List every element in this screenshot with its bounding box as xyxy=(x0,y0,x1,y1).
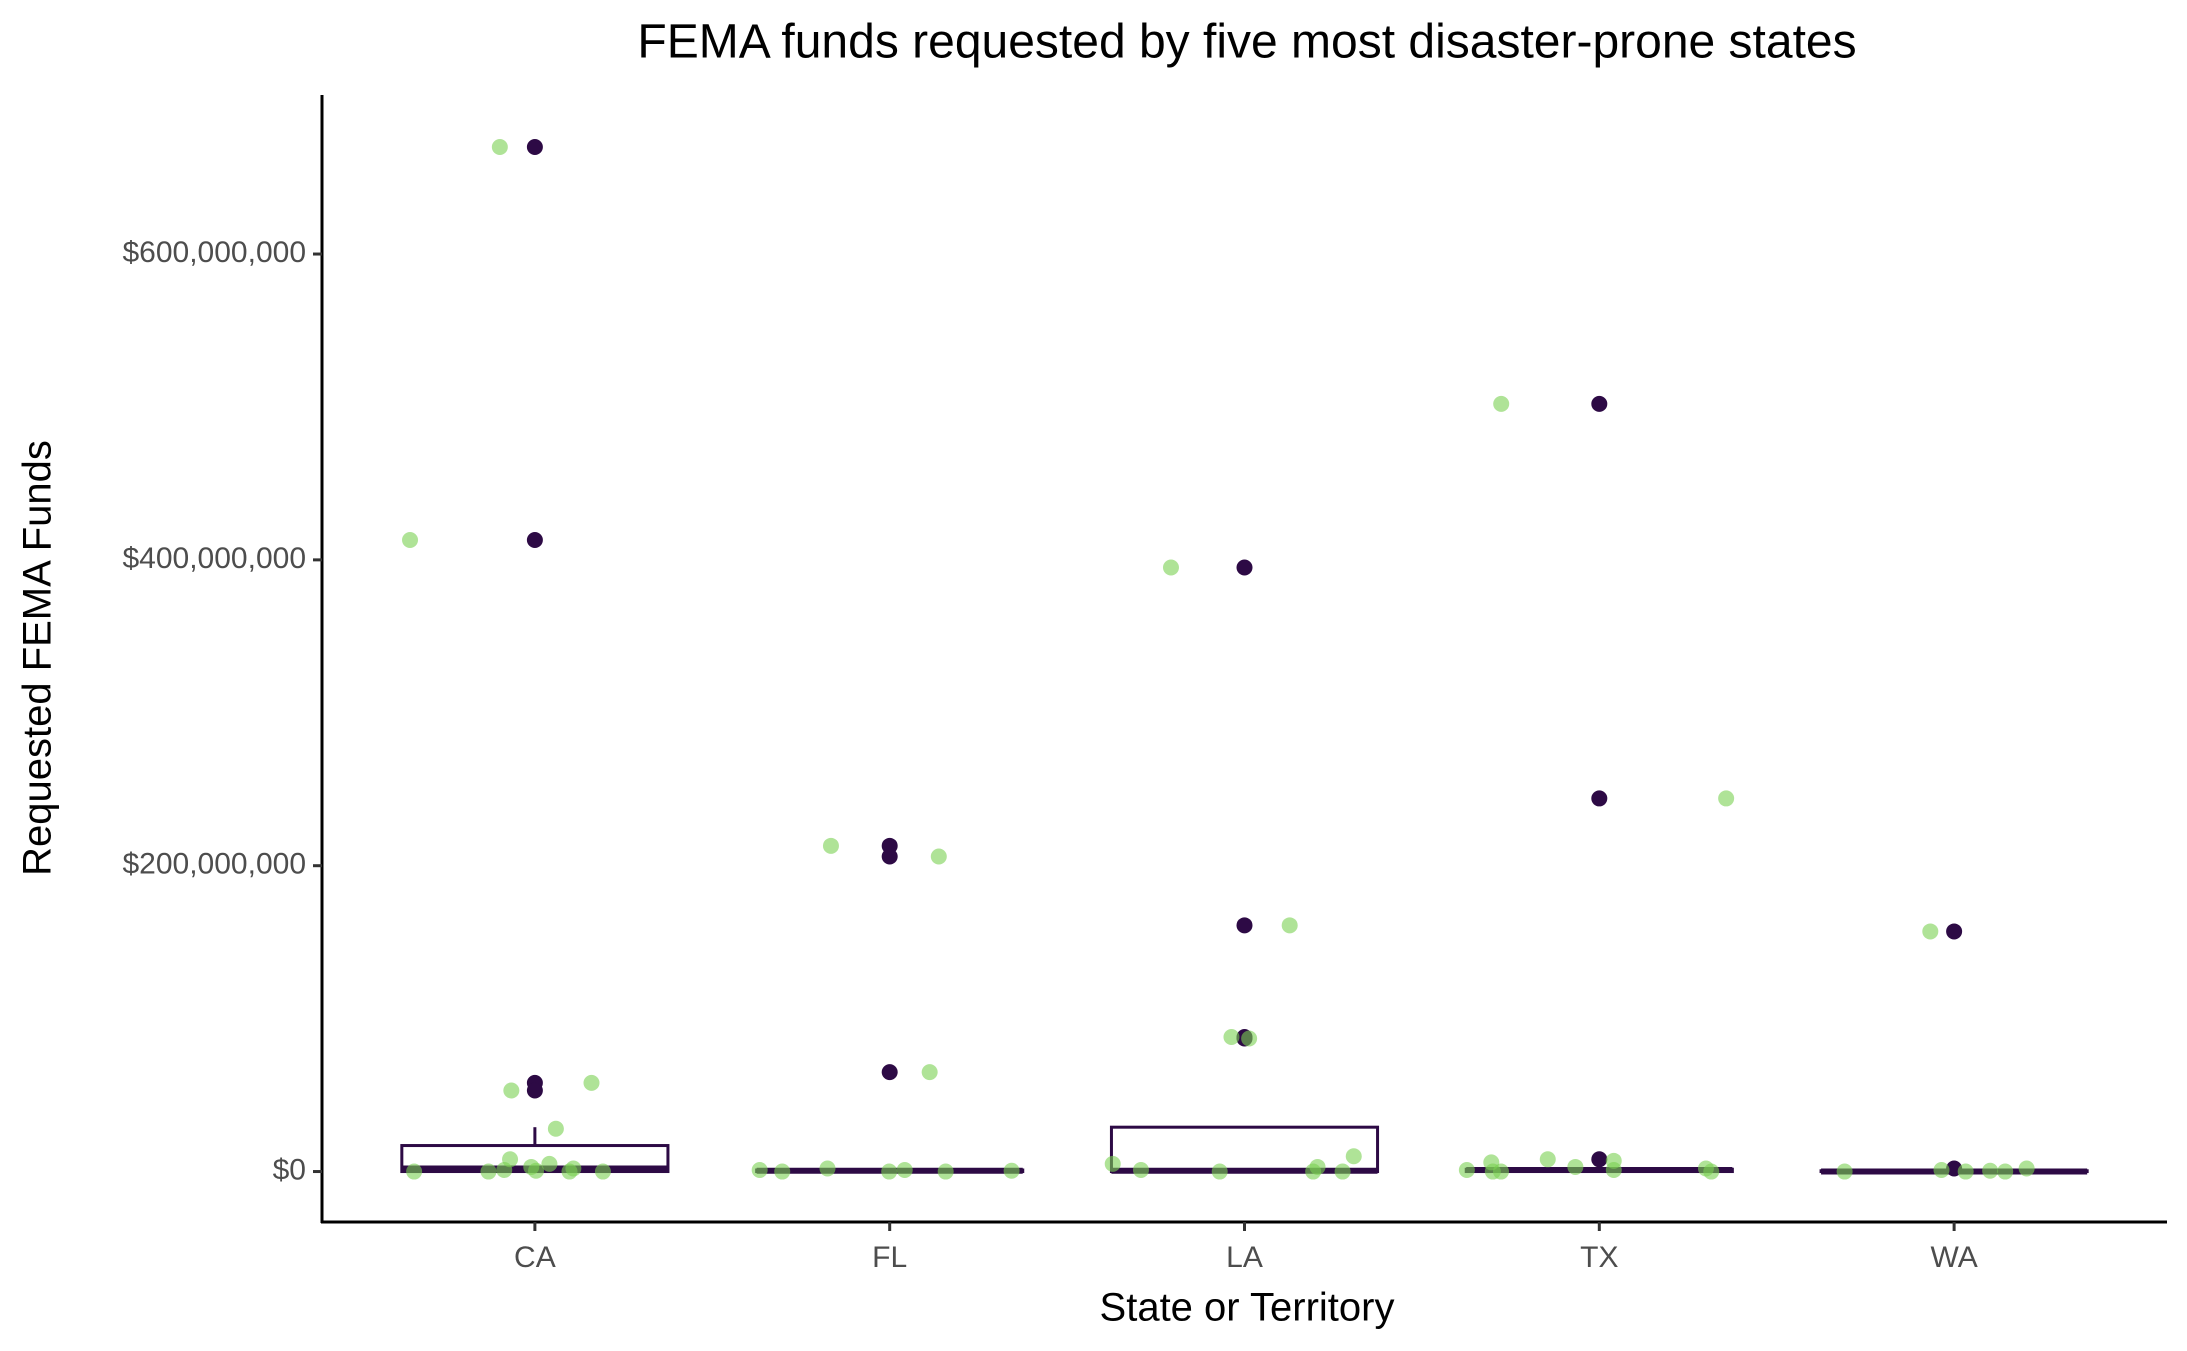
x-axis-title: State or Territory xyxy=(1100,1286,1395,1330)
outlier xyxy=(881,1064,898,1081)
data-point xyxy=(896,1162,913,1179)
data-point xyxy=(1104,1155,1121,1172)
data-point xyxy=(561,1163,578,1180)
data-point xyxy=(1922,923,1939,940)
data-point xyxy=(751,1162,768,1179)
data-point xyxy=(1132,1162,1149,1179)
data-point xyxy=(1334,1163,1351,1180)
outlier xyxy=(1236,917,1253,934)
data-point xyxy=(1997,1163,2014,1180)
y-tick-label: $0 xyxy=(273,1153,306,1186)
data-point xyxy=(547,1120,564,1137)
data-point xyxy=(1605,1162,1622,1179)
data-point xyxy=(881,1163,898,1180)
y-axis-title: Requested FEMA Funds xyxy=(16,440,60,876)
data-point xyxy=(1493,395,1510,412)
x-tick-label: TX xyxy=(1580,1241,1618,1274)
chart-title: FEMA funds requested by five most disast… xyxy=(637,16,1856,69)
data-point xyxy=(1211,1163,1228,1180)
y-tick-label: $400,000,000 xyxy=(122,542,306,575)
data-point xyxy=(921,1064,938,1081)
outlier xyxy=(526,531,543,548)
outlier xyxy=(526,1082,543,1099)
outlier xyxy=(881,848,898,865)
data-point xyxy=(527,1162,544,1179)
data-point xyxy=(1539,1151,1556,1168)
x-tick-label: LA xyxy=(1226,1241,1263,1274)
data-point xyxy=(1241,1030,1258,1047)
data-point xyxy=(1223,1028,1240,1045)
data-point xyxy=(2018,1160,2035,1177)
data-point xyxy=(930,848,947,865)
data-point xyxy=(819,1160,836,1177)
data-point xyxy=(822,837,839,854)
data-point xyxy=(1836,1163,1853,1180)
outlier xyxy=(1591,790,1608,807)
y-tick-label: $200,000,000 xyxy=(122,848,306,881)
data-point xyxy=(1982,1162,1999,1179)
x-tick-label: FL xyxy=(872,1241,907,1274)
data-point xyxy=(937,1163,954,1180)
data-point xyxy=(1933,1162,1950,1179)
data-point xyxy=(491,138,508,155)
data-point xyxy=(594,1163,611,1180)
data-point xyxy=(1162,559,1179,576)
data-point xyxy=(1567,1158,1584,1175)
outlier xyxy=(1236,559,1253,576)
data-point xyxy=(406,1163,423,1180)
data-point xyxy=(541,1155,558,1172)
data-point xyxy=(1281,917,1298,934)
outlier xyxy=(1591,395,1608,412)
data-point xyxy=(583,1074,600,1091)
outlier xyxy=(1946,923,1963,940)
box xyxy=(1109,1125,1380,1174)
data-point xyxy=(774,1163,791,1180)
data-point xyxy=(1703,1163,1720,1180)
data-point xyxy=(1718,790,1735,807)
y-tick-label: $600,000,000 xyxy=(122,236,306,269)
outlier xyxy=(1591,1151,1608,1168)
data-point xyxy=(1957,1163,1974,1180)
data-point xyxy=(503,1082,520,1099)
data-point xyxy=(1484,1163,1501,1180)
data-point xyxy=(402,531,419,548)
data-point xyxy=(496,1162,513,1179)
x-tick-label: CA xyxy=(514,1241,556,1274)
data-point xyxy=(1305,1163,1322,1180)
data-point xyxy=(1003,1162,1020,1179)
data-point xyxy=(480,1163,497,1180)
x-tick-label: WA xyxy=(1931,1241,1978,1274)
data-point xyxy=(1458,1162,1475,1179)
data-point xyxy=(1345,1148,1362,1165)
outlier xyxy=(526,138,543,155)
